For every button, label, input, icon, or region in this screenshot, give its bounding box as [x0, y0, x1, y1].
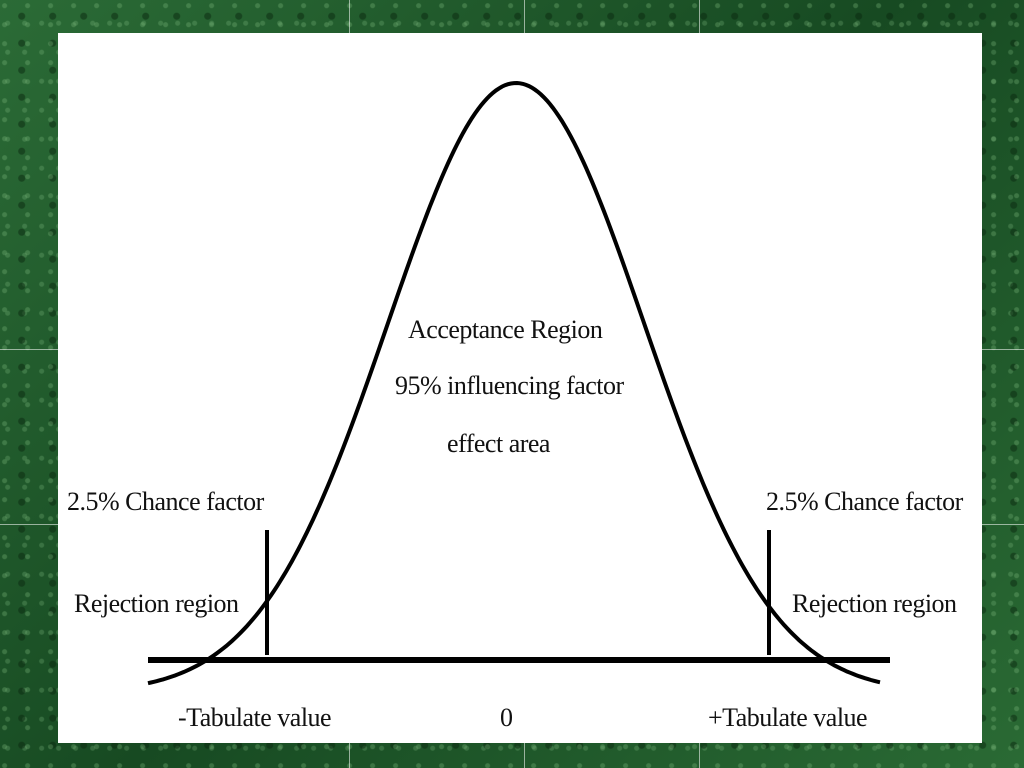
- left-chance-factor-label: 2.5% Chance factor: [67, 487, 264, 516]
- normal-curve-diagram: [147, 80, 890, 686]
- effect-area-label: effect area: [447, 429, 550, 458]
- right-rejection-region-label: Rejection region: [792, 589, 957, 618]
- diagram-panel: Acceptance Region 95% influencing factor…: [58, 33, 982, 743]
- zero-label: 0: [500, 703, 513, 732]
- influencing-factor-label: 95% influencing factor: [395, 371, 624, 400]
- left-rejection-region-label: Rejection region: [74, 589, 239, 618]
- acceptance-region-label: Acceptance Region: [408, 315, 603, 344]
- right-chance-factor-label: 2.5% Chance factor: [766, 487, 963, 516]
- positive-tabulate-value-label: +Tabulate value: [708, 703, 868, 732]
- bell-curve: [147, 80, 881, 686]
- negative-tabulate-value-label: -Tabulate value: [178, 703, 332, 732]
